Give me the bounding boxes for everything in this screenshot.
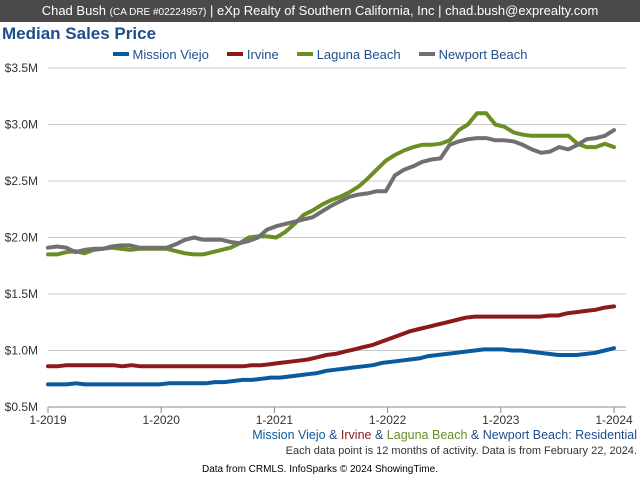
series-line-newport-beach bbox=[46, 128, 616, 255]
series-summary-newport-beach: Newport Beach bbox=[482, 428, 569, 442]
legend-item-laguna-beach[interactable]: Laguna Beach bbox=[296, 46, 401, 62]
legend-label: Newport Beach bbox=[438, 46, 528, 62]
y-tick-label: $1.0M bbox=[5, 344, 38, 358]
legend-item-irvine[interactable]: Irvine bbox=[226, 46, 279, 62]
data-note: Each data point is 12 months of activity… bbox=[285, 445, 637, 457]
y-tick-label: $3.0M bbox=[5, 118, 38, 132]
agent-dre-number: (CA DRE #02224957) bbox=[109, 7, 207, 18]
y-tick-label: $3.5M bbox=[5, 61, 38, 75]
data-source: Data from CRMLS. InfoSparks © 2024 Showi… bbox=[202, 464, 438, 475]
series-summary-mission-viejo: Mission Viejo bbox=[252, 428, 326, 442]
series-summary-category: Residential bbox=[575, 428, 637, 442]
series-summary: Mission Viejo & Irvine & Laguna Beach & … bbox=[252, 428, 637, 442]
x-tick-label: 1-2021 bbox=[256, 413, 294, 427]
series-line-irvine bbox=[46, 304, 616, 369]
y-tick-label: $0.5M bbox=[5, 400, 38, 414]
legend-label: Irvine bbox=[246, 46, 279, 62]
x-tick-label: 1-2020 bbox=[143, 413, 181, 427]
series-summary-laguna-beach: Laguna Beach bbox=[386, 428, 468, 442]
agent-email[interactable]: chad.bush@exprealty.com bbox=[445, 3, 599, 18]
series-summary-separator: & bbox=[371, 428, 387, 442]
x-tick-label: 1-2023 bbox=[482, 413, 520, 427]
x-tick-label: 1-2019 bbox=[29, 413, 67, 427]
legend-label: Laguna Beach bbox=[316, 46, 401, 62]
legend-swatch bbox=[226, 52, 243, 56]
series-line-mission-viejo bbox=[46, 346, 616, 387]
y-tick-label: $2.5M bbox=[5, 174, 38, 188]
agent-name: Chad Bush bbox=[41, 3, 107, 18]
chart-legend: Mission Viejo Irvine Laguna Beach Newport B… bbox=[0, 45, 640, 63]
chart-title: Median Sales Price bbox=[2, 24, 157, 43]
series-line-laguna-beach bbox=[46, 111, 616, 257]
agent-company: | eXp Realty of Southern California, Inc… bbox=[210, 3, 442, 18]
x-tick-label: 1-2024 bbox=[595, 413, 633, 427]
x-tick-label: 1-2022 bbox=[369, 413, 407, 427]
y-tick-label: $1.5M bbox=[5, 287, 38, 301]
series-summary-separator: & bbox=[325, 428, 341, 442]
y-tick-label: $2.0M bbox=[5, 231, 38, 245]
agent-header-bar: Chad Bush (CA DRE #02224957) | eXp Realt… bbox=[0, 0, 640, 22]
series-summary-separator: & bbox=[467, 428, 483, 442]
legend-label: Mission Viejo bbox=[132, 46, 209, 62]
legend-swatch bbox=[418, 52, 435, 56]
chart-canvas: $0.5M $1.0M $1.5M $2.0M $2.5M $3.0M $3.5M 1-201… bbox=[5, 61, 633, 427]
legend-item-newport-beach[interactable]: Newport Beach bbox=[418, 46, 528, 62]
legend-swatch bbox=[112, 52, 129, 56]
legend-swatch bbox=[296, 52, 313, 56]
series-summary-irvine: Irvine bbox=[340, 428, 372, 442]
series-summary-colon: : bbox=[568, 428, 576, 442]
legend-item-mission-viejo[interactable]: Mission Viejo bbox=[112, 46, 209, 62]
